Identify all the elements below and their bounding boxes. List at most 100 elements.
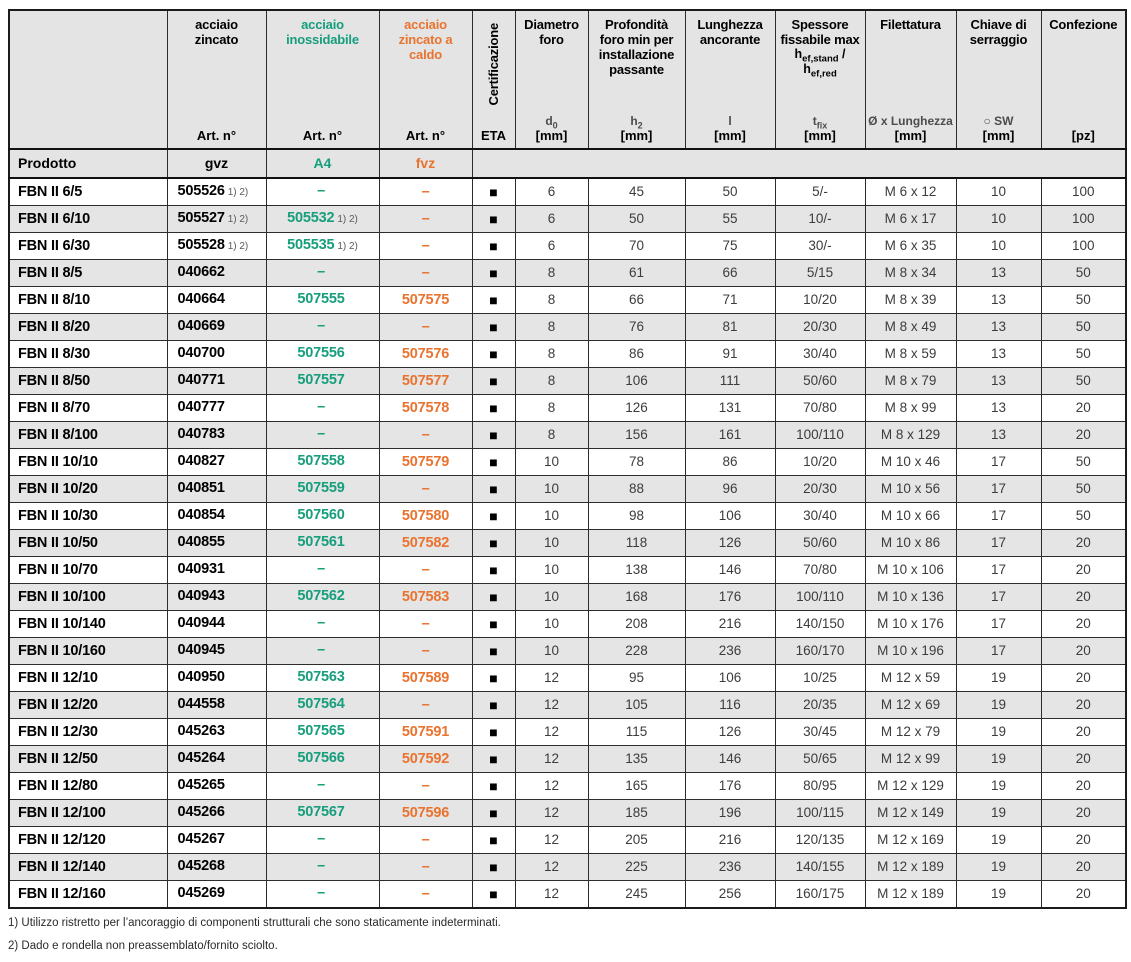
pack-qty-value: 50 [1040, 367, 1127, 395]
fixture-thickness-value: 50/65 [774, 745, 866, 773]
art-no-gvz: 040669 [177, 318, 225, 334]
thread-size-value: M 6 x 12 [864, 177, 957, 206]
drill-depth-value: 225 [587, 853, 686, 881]
drill-depth-value: 105 [587, 691, 686, 719]
drill-depth-value: 135 [587, 745, 686, 773]
art-no-fvz: 507592 [401, 751, 450, 767]
product-name: FBN II 12/50 [18, 751, 98, 767]
eta-square-icon: ■ [489, 858, 498, 875]
art-no-gvz: 040945 [177, 642, 225, 658]
thread-size-value: M 10 x 136 [864, 583, 957, 611]
drill-depth-value: 168 [587, 583, 686, 611]
drill-diameter-value: 6 [514, 205, 589, 233]
product-name: FBN II 12/20 [18, 697, 98, 713]
thread-size-value: M 12 x 79 [864, 718, 957, 746]
anchor-length-value: 126 [684, 529, 776, 557]
product-name: FBN II 10/50 [18, 535, 98, 551]
footnote-ref-a4: 1) 2) [337, 241, 358, 252]
product-name: FBN II 10/160 [18, 643, 106, 659]
pack-qty-value: 20 [1040, 664, 1127, 692]
product-name: FBN II 10/30 [18, 508, 98, 524]
drill-depth-value: 50 [587, 205, 686, 233]
pack-qty-value: 50 [1040, 475, 1127, 503]
anchor-length-value: 116 [684, 691, 776, 719]
drill-depth-value: 118 [587, 529, 686, 557]
wrench-size-value: 19 [955, 826, 1042, 854]
product-name: FBN II 6/5 [18, 184, 83, 200]
symbol-sw: ○ SW [983, 114, 1014, 128]
thread-size-value: M 10 x 56 [864, 475, 957, 503]
anchor-length-value: 96 [684, 475, 776, 503]
fixture-thickness-value: 10/- [774, 205, 866, 233]
art-no-fvz: 507577 [401, 373, 450, 389]
eta-square-icon: ■ [489, 588, 498, 605]
art-no-gvz: 505526 [177, 183, 225, 199]
code-a4: A4 [265, 148, 380, 179]
wrench-size-value: 13 [955, 313, 1042, 341]
eta-square-icon: ■ [489, 453, 498, 470]
eta-square-icon: ■ [489, 615, 498, 632]
table-row: FBN II 6/30 505528 1) 2) 505535 1) 2) – ■ … [8, 232, 1127, 260]
col-header-gvz: acciaio zincato Art. n° [166, 9, 267, 150]
art-no-a4: 507567 [297, 804, 345, 820]
eta-square-icon: ■ [489, 507, 498, 524]
pack-qty-value: 20 [1040, 421, 1127, 449]
art-no-fvz: – [421, 697, 430, 713]
pack-qty-value: 20 [1040, 529, 1127, 557]
product-row-label: Prodotto [8, 148, 168, 179]
eta-square-icon: ■ [489, 642, 498, 659]
pack-qty-value: 20 [1040, 556, 1127, 584]
thread-size-value: M 10 x 86 [864, 529, 957, 557]
table-row: FBN II 10/20 040851 507559 – ■ 10 88 96 … [8, 475, 1127, 503]
fixture-thickness-value: 5/- [774, 177, 866, 206]
art-no-fvz: 507579 [401, 454, 450, 470]
wrench-size-value: 17 [955, 583, 1042, 611]
art-no-gvz: 040851 [177, 480, 225, 496]
product-label-row: Prodotto gvz A4 fvz [8, 148, 1127, 179]
footnote-1: 1) Utilizzo ristretto per l’ancoraggio d… [8, 917, 501, 929]
drill-depth-value: 165 [587, 772, 686, 800]
drill-depth-value: 95 [587, 664, 686, 692]
table-row: FBN II 12/160 045269 – – ■ 12 245 256 16… [8, 880, 1127, 909]
col-header-a4: acciaio inossidabile Art. n° [265, 9, 380, 150]
art-no-gvz: 040854 [177, 507, 225, 523]
eta-square-icon: ■ [489, 750, 498, 767]
thread-size-value: M 10 x 176 [864, 610, 957, 638]
pack-qty-value: 50 [1040, 286, 1127, 314]
drill-diameter-value: 12 [514, 745, 589, 773]
col-header-certification: Certificazione ETA [471, 9, 516, 150]
table-row: FBN II 8/50 040771 507557 507577 ■ 8 106… [8, 367, 1127, 395]
art-no-gvz: 044558 [177, 696, 225, 712]
art-no-gvz: 040855 [177, 534, 225, 550]
fixture-thickness-value: 80/95 [774, 772, 866, 800]
anchor-length-value: 50 [684, 177, 776, 206]
drill-depth-value: 61 [587, 259, 686, 287]
wrench-size-value: 17 [955, 637, 1042, 665]
eta-square-icon: ■ [489, 426, 498, 443]
eta-square-icon: ■ [489, 534, 498, 551]
eta-square-icon: ■ [489, 318, 498, 335]
art-no-gvz: 040943 [177, 588, 225, 604]
art-no-gvz: 505528 [177, 237, 225, 253]
thread-size-value: M 12 x 99 [864, 745, 957, 773]
art-no-a4: – [317, 615, 325, 631]
footnote-2: 2) Dado e rondella non preassemblato/for… [8, 940, 278, 952]
table-row: FBN II 8/5 040662 – – ■ 8 61 66 5/15 M 8… [8, 259, 1127, 287]
product-name: FBN II 10/20 [18, 481, 98, 497]
anchor-length-value: 106 [684, 664, 776, 692]
pack-qty-value: 20 [1040, 826, 1127, 854]
table-row: FBN II 12/50 045264 507566 507592 ■ 12 1… [8, 745, 1127, 773]
wrench-size-value: 17 [955, 556, 1042, 584]
wrench-size-value: 17 [955, 475, 1042, 503]
material-title-gvz: acciaio zincato [194, 17, 239, 47]
art-no-gvz: 045264 [177, 750, 225, 766]
drill-diameter-value: 10 [514, 502, 589, 530]
anchor-length-value: 146 [684, 556, 776, 584]
pack-qty-value: 20 [1040, 718, 1127, 746]
product-name: FBN II 12/100 [18, 805, 106, 821]
anchor-length-value: 161 [684, 421, 776, 449]
anchor-length-value: 216 [684, 826, 776, 854]
table-row: FBN II 8/100 040783 – – ■ 8 156 161 100/… [8, 421, 1127, 449]
drill-depth-value: 70 [587, 232, 686, 260]
eta-square-icon: ■ [489, 237, 498, 254]
